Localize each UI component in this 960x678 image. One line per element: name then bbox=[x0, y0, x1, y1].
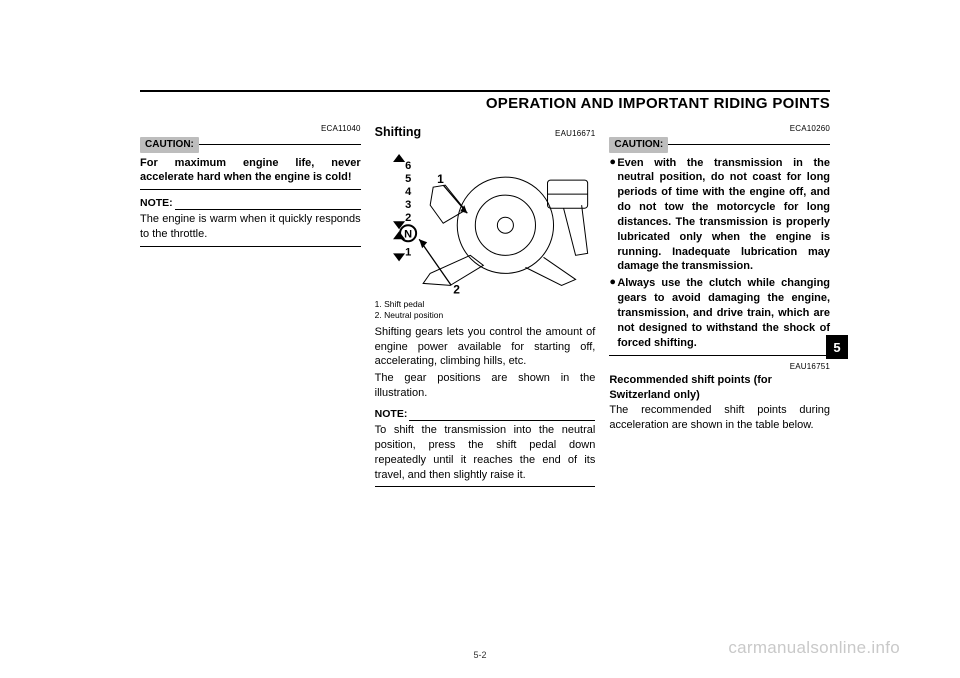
section-head: Shifting EAU16671 bbox=[375, 124, 596, 141]
divider bbox=[140, 189, 361, 190]
note-text: The engine is warm when it quickly respo… bbox=[140, 212, 361, 242]
gear-2: 2 bbox=[405, 212, 411, 224]
gear-3: 3 bbox=[405, 199, 411, 211]
gear-6: 6 bbox=[405, 160, 411, 172]
note-label: NOTE: bbox=[140, 196, 173, 210]
header-rule bbox=[140, 90, 830, 92]
chapter-number: 5 bbox=[833, 340, 840, 355]
chapter-tab: 5 bbox=[826, 335, 848, 359]
shifting-diagram-svg: 6 5 4 3 2 N 1 1 bbox=[375, 145, 596, 295]
bullet-icon: ● bbox=[609, 156, 617, 169]
caution-heading: CAUTION: bbox=[140, 137, 361, 153]
gear-n: N bbox=[404, 228, 412, 240]
ref-code: ECA11040 bbox=[140, 124, 361, 135]
caution-text: For maximum engine life, never accelerat… bbox=[140, 156, 361, 186]
bullet-text-1: Even with the transmission in the neutra… bbox=[617, 156, 830, 275]
recommended-text: The recommended shift points during acce… bbox=[609, 403, 830, 433]
column-1: ECA11040 CAUTION: For maximum engine lif… bbox=[140, 124, 361, 491]
shifting-para-1: Shifting gears lets you control the amou… bbox=[375, 325, 596, 370]
divider bbox=[140, 246, 361, 247]
gear-4: 4 bbox=[405, 186, 412, 198]
column-2: Shifting EAU16671 bbox=[375, 124, 596, 491]
ref-code: EAU16751 bbox=[609, 362, 830, 373]
caution-badge: CAUTION: bbox=[609, 137, 668, 153]
list-item: ● Always use the clutch while changing g… bbox=[609, 276, 830, 350]
legend-2: 2. Neutral position bbox=[375, 310, 596, 321]
rule bbox=[175, 209, 361, 210]
bullet-text-2: Always use the clutch while changing gea… bbox=[617, 276, 830, 350]
caution-list: ● Even with the transmission in the neut… bbox=[609, 156, 830, 351]
note-text: To shift the transmission into the neutr… bbox=[375, 423, 596, 482]
pointer-1-label: 1 bbox=[437, 172, 444, 186]
ref-code: ECA10260 bbox=[609, 124, 830, 135]
section-title: Shifting bbox=[375, 124, 422, 141]
legend-1: 1. Shift pedal bbox=[375, 299, 596, 310]
columns: ECA11040 CAUTION: For maximum engine lif… bbox=[140, 124, 830, 491]
page: OPERATION AND IMPORTANT RIDING POINTS EC… bbox=[140, 90, 830, 570]
gear-1: 1 bbox=[405, 246, 411, 258]
pointer-2-label: 2 bbox=[453, 283, 460, 296]
ref-code: EAU16671 bbox=[555, 129, 595, 140]
shifting-para-2: The gear positions are shown in the illu… bbox=[375, 371, 596, 401]
note-heading: NOTE: bbox=[375, 407, 596, 421]
recommended-title: Recommended shift points (for Switzerlan… bbox=[609, 373, 830, 403]
rule bbox=[199, 144, 361, 145]
gear-5: 5 bbox=[405, 173, 411, 185]
page-number: 5-2 bbox=[473, 650, 486, 660]
watermark: carmanualsonline.info bbox=[728, 638, 900, 658]
caution-heading: CAUTION: bbox=[609, 137, 830, 153]
shifting-figure: 6 5 4 3 2 N 1 1 bbox=[375, 145, 596, 321]
column-3: ECA10260 CAUTION: ● Even with the transm… bbox=[609, 124, 830, 491]
rule bbox=[668, 144, 830, 145]
page-title: OPERATION AND IMPORTANT RIDING POINTS bbox=[140, 94, 830, 114]
rule bbox=[409, 420, 595, 421]
list-item: ● Even with the transmission in the neut… bbox=[609, 156, 830, 275]
figure-legend: 1. Shift pedal 2. Neutral position bbox=[375, 299, 596, 321]
caution-badge: CAUTION: bbox=[140, 137, 199, 153]
bullet-icon: ● bbox=[609, 276, 617, 289]
divider bbox=[375, 486, 596, 487]
note-heading: NOTE: bbox=[140, 196, 361, 210]
divider bbox=[609, 355, 830, 356]
note-label: NOTE: bbox=[375, 407, 408, 421]
